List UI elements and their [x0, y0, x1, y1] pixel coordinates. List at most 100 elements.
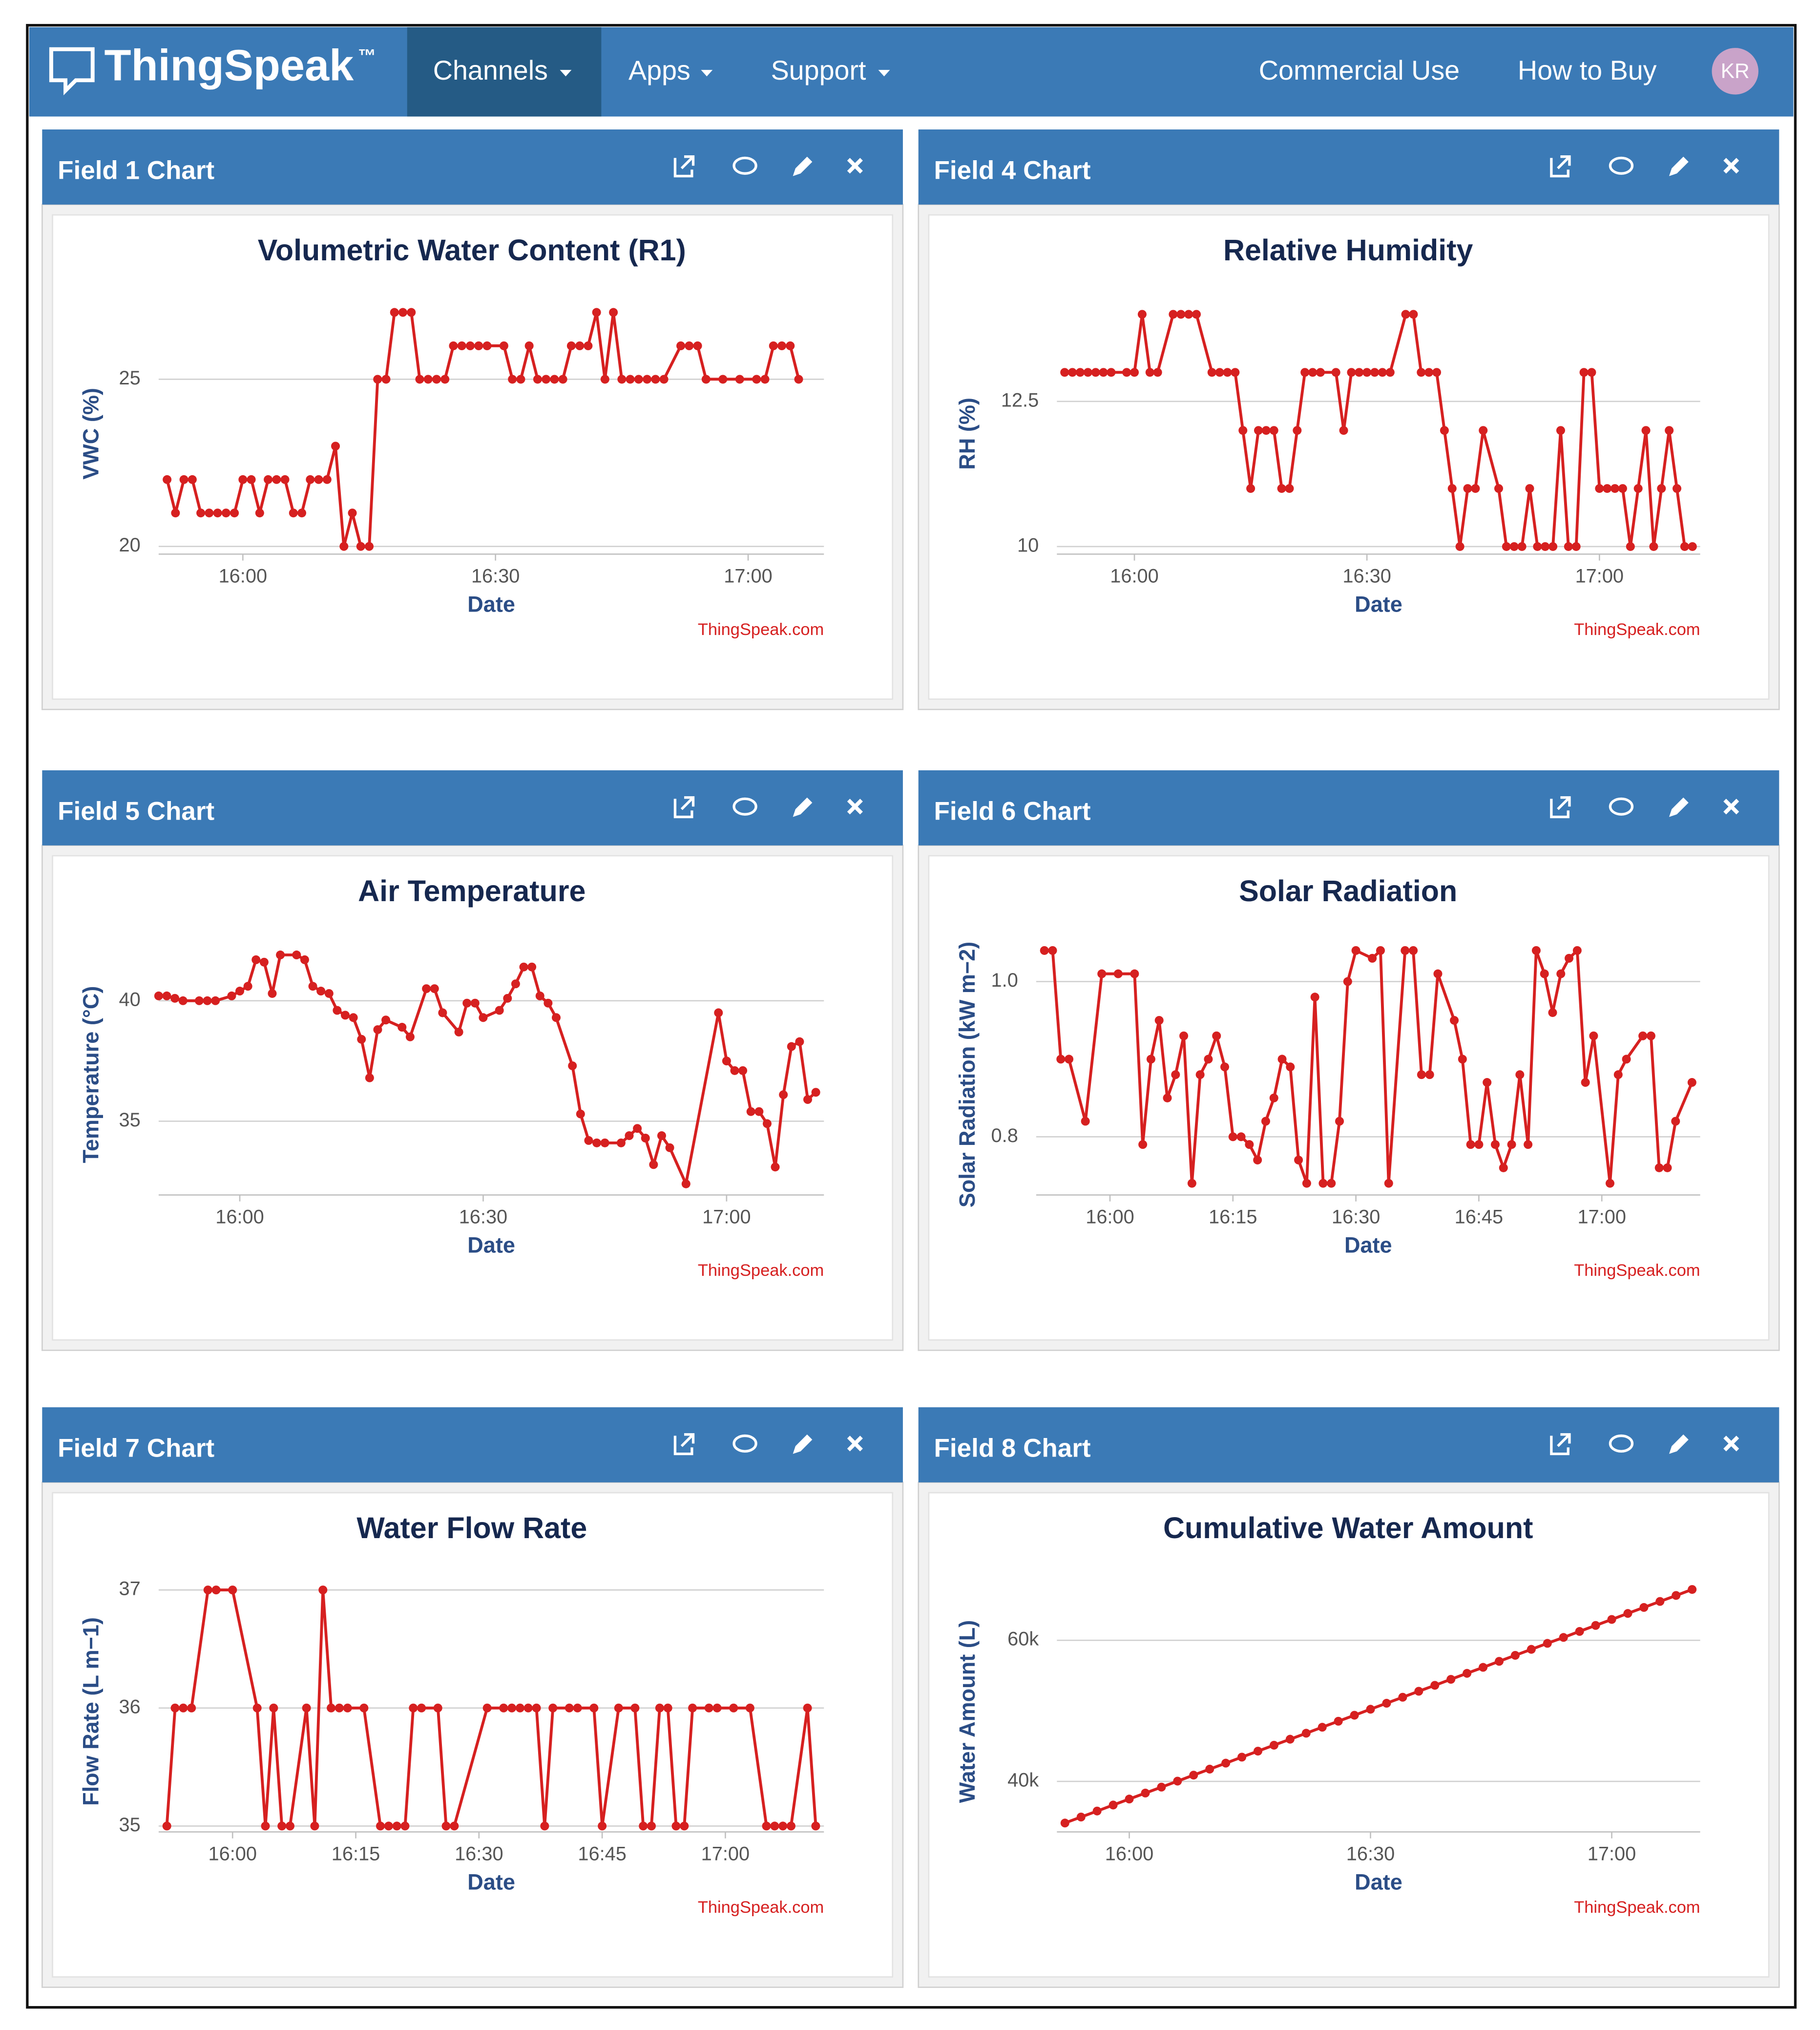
data-point — [1646, 1031, 1655, 1040]
data-point — [1301, 1729, 1311, 1738]
x-axis-label: Date — [1344, 1232, 1392, 1257]
data-point — [1579, 368, 1589, 377]
data-point — [310, 1821, 319, 1831]
data-point — [1145, 368, 1154, 377]
data-point — [1425, 1070, 1434, 1079]
icon-comment[interactable] — [732, 156, 757, 175]
x-axis-label: Date — [1355, 1869, 1402, 1894]
data-point — [235, 987, 245, 996]
panel-title: Field 6 Chart — [934, 797, 1091, 826]
icon-comment[interactable] — [1609, 797, 1634, 816]
data-point — [1189, 1771, 1198, 1780]
icon-open[interactable] — [673, 1433, 695, 1456]
data-point — [1376, 946, 1385, 955]
icon-comment[interactable] — [1609, 1434, 1634, 1453]
y-axis-label: Flow Rate (L m−1) — [79, 1617, 104, 1806]
data-point — [1253, 1747, 1263, 1756]
data-point — [1524, 1140, 1533, 1149]
credit[interactable]: ThingSpeak.com — [698, 1898, 824, 1917]
data-point — [1603, 484, 1612, 493]
chart-title: Volumetric Water Content (R1) — [258, 233, 686, 267]
caret — [701, 70, 713, 77]
data-point — [1048, 946, 1057, 955]
icon-comment[interactable] — [732, 1434, 757, 1453]
icon-edit[interactable] — [1669, 797, 1689, 817]
icon-edit[interactable] — [1669, 156, 1689, 176]
data-point — [1138, 1140, 1148, 1149]
data-point — [778, 1821, 788, 1831]
y-axis-label: Water Amount (L) — [955, 1620, 980, 1803]
icon-comment[interactable] — [1609, 156, 1634, 175]
data-point — [1076, 1812, 1086, 1822]
data-point — [1125, 1795, 1134, 1804]
data-point — [243, 982, 252, 991]
nav-item[interactable]: Apps — [628, 55, 690, 85]
icon-edit[interactable] — [793, 1434, 813, 1454]
data-point — [1655, 1597, 1665, 1606]
icon-close[interactable] — [1723, 1436, 1739, 1452]
data-point — [616, 1138, 626, 1147]
icon-open[interactable] — [673, 155, 695, 178]
data-point — [515, 1703, 524, 1713]
data-point — [462, 998, 472, 1008]
data-point — [1531, 946, 1541, 955]
data-point — [1092, 1806, 1102, 1816]
credit[interactable]: ThingSpeak.com — [1574, 1898, 1700, 1917]
data-point — [178, 996, 188, 1005]
data-point — [1398, 1692, 1407, 1702]
data-point — [171, 508, 180, 518]
data-point — [398, 308, 407, 317]
icon-edit[interactable] — [1669, 1434, 1689, 1454]
credit[interactable]: ThingSpeak.com — [698, 1261, 824, 1280]
data-point — [255, 508, 264, 518]
icon-open[interactable] — [1550, 155, 1571, 178]
nav-item[interactable]: Support — [771, 55, 866, 85]
y-tick-label: 36 — [119, 1696, 141, 1717]
brand[interactable]: ThingSpeak — [105, 41, 355, 90]
data-point — [188, 475, 197, 484]
panel-header — [42, 1407, 903, 1482]
icon-close[interactable] — [1723, 158, 1739, 174]
avatar[interactable] — [1712, 48, 1758, 95]
y-tick-label: 12.5 — [1001, 389, 1039, 411]
data-point — [221, 508, 230, 518]
icon-open[interactable] — [673, 796, 695, 819]
data-point — [1146, 1055, 1155, 1064]
icon-edit[interactable] — [793, 156, 813, 176]
icon-close[interactable] — [847, 1436, 863, 1452]
data-point — [316, 987, 326, 996]
credit[interactable]: ThingSpeak.com — [1574, 620, 1700, 639]
credit[interactable]: ThingSpeak.com — [1574, 1261, 1700, 1280]
icon-close[interactable] — [847, 158, 863, 174]
data-point — [1605, 1179, 1614, 1188]
y-tick-label: 0.8 — [991, 1125, 1018, 1146]
data-point — [1494, 484, 1503, 493]
nav-item[interactable]: How to Buy — [1518, 55, 1657, 85]
icon-open[interactable] — [1550, 796, 1571, 819]
data-point — [786, 1821, 795, 1831]
data-point — [643, 375, 652, 384]
data-point — [1446, 1675, 1456, 1684]
data-point — [1318, 1723, 1327, 1732]
data-point — [1507, 1140, 1516, 1149]
credit[interactable]: ThingSpeak.com — [698, 620, 824, 639]
icon-close[interactable] — [1723, 799, 1739, 815]
data-point — [1261, 426, 1271, 435]
data-point — [302, 1703, 311, 1713]
panel-title: Field 8 Chart — [934, 1434, 1091, 1463]
data-point — [390, 308, 399, 317]
data-point — [1509, 542, 1519, 551]
nav-item[interactable]: Channels — [433, 55, 548, 85]
data-point — [649, 1160, 658, 1169]
icon-close[interactable] — [847, 799, 863, 815]
data-point — [1350, 1711, 1359, 1720]
icon-open[interactable] — [1550, 1433, 1571, 1456]
icon-edit[interactable] — [793, 797, 813, 817]
data-point — [1245, 1140, 1254, 1149]
y-tick-label: 37 — [119, 1578, 141, 1600]
icon-comment[interactable] — [732, 797, 757, 816]
data-point — [1572, 946, 1582, 955]
nav-item[interactable]: Commercial Use — [1259, 55, 1460, 85]
data-point — [609, 308, 618, 317]
data-point — [1173, 1776, 1182, 1786]
